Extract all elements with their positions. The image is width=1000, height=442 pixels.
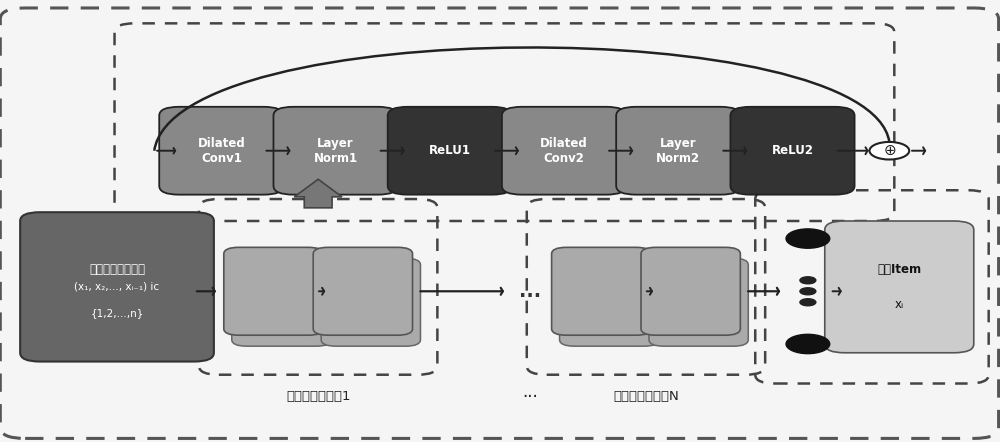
FancyBboxPatch shape	[560, 258, 659, 346]
Text: 预测Item: 预测Item	[877, 263, 921, 276]
Text: ReLU2: ReLU2	[771, 144, 813, 157]
Text: $\oplus$: $\oplus$	[883, 143, 896, 158]
FancyBboxPatch shape	[321, 258, 420, 346]
FancyBboxPatch shape	[232, 258, 331, 346]
FancyBboxPatch shape	[641, 248, 740, 335]
FancyBboxPatch shape	[502, 107, 626, 194]
Circle shape	[786, 229, 830, 248]
FancyBboxPatch shape	[388, 107, 512, 194]
Circle shape	[786, 334, 830, 354]
Text: Dilated
Conv2: Dilated Conv2	[540, 137, 588, 165]
FancyBboxPatch shape	[552, 248, 651, 335]
Text: {1,2,...,n}: {1,2,...,n}	[90, 308, 144, 318]
Text: xᵢ: xᵢ	[895, 298, 904, 311]
FancyBboxPatch shape	[649, 258, 748, 346]
Text: 用户历史浏览序列: 用户历史浏览序列	[89, 263, 145, 276]
Text: Dilated
Conv1: Dilated Conv1	[197, 137, 245, 165]
Text: 空洞卷积残差兗1: 空洞卷积残差兗1	[286, 390, 350, 403]
Text: ···: ···	[522, 388, 538, 406]
FancyBboxPatch shape	[730, 107, 855, 194]
Text: ...: ...	[519, 282, 541, 301]
Circle shape	[800, 277, 816, 284]
Text: ReLU1: ReLU1	[429, 144, 471, 157]
FancyArrow shape	[294, 179, 342, 208]
Circle shape	[869, 142, 909, 160]
Circle shape	[800, 299, 816, 306]
Text: Layer
Norm1: Layer Norm1	[313, 137, 358, 165]
Text: Layer
Norm2: Layer Norm2	[656, 137, 700, 165]
FancyBboxPatch shape	[20, 212, 214, 362]
Text: 空洞卷积残差块N: 空洞卷积残差块N	[613, 390, 679, 403]
FancyBboxPatch shape	[273, 107, 398, 194]
FancyBboxPatch shape	[616, 107, 740, 194]
FancyBboxPatch shape	[159, 107, 283, 194]
Circle shape	[800, 288, 816, 295]
FancyBboxPatch shape	[825, 221, 974, 353]
Text: (x₁, x₂,..., xᵢ₋₁) ic: (x₁, x₂,..., xᵢ₋₁) ic	[74, 282, 160, 292]
FancyBboxPatch shape	[313, 248, 413, 335]
FancyBboxPatch shape	[224, 248, 323, 335]
